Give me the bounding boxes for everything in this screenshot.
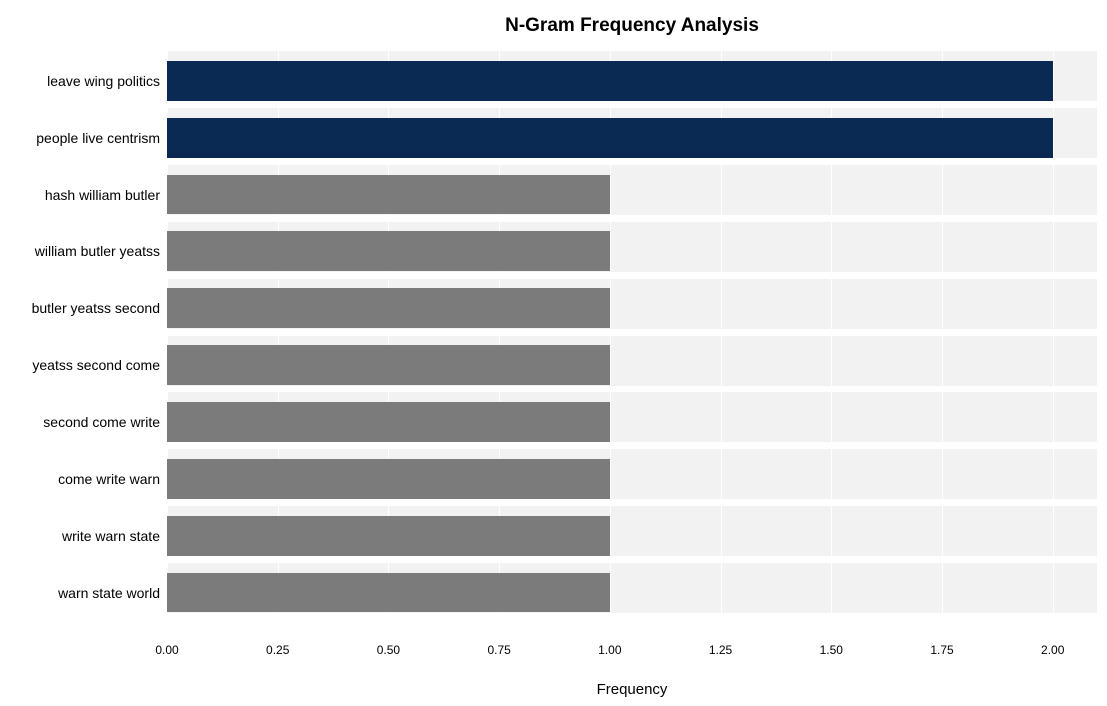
x-axis-tick-label: 1.00 (590, 643, 630, 657)
y-axis-label: people live centrism (0, 131, 160, 145)
x-axis-tick-label: 0.00 (147, 643, 187, 657)
x-axis-tick-label: 0.75 (479, 643, 519, 657)
x-axis-tick-label: 1.50 (811, 643, 851, 657)
bar (167, 118, 1053, 158)
bar (167, 61, 1053, 101)
y-axis-label: leave wing politics (0, 74, 160, 88)
y-axis-label: butler yeatss second (0, 301, 160, 315)
x-axis-tick-label: 0.50 (368, 643, 408, 657)
y-axis-label: second come write (0, 415, 160, 429)
y-axis-label: hash william butler (0, 188, 160, 202)
gridline (1053, 41, 1054, 638)
bar (167, 573, 610, 613)
bar (167, 459, 610, 499)
y-axis-label: come write warn (0, 472, 160, 486)
x-axis-tick-label: 1.25 (701, 643, 741, 657)
y-axis-label: write warn state (0, 529, 160, 543)
plot-area (167, 41, 1097, 638)
x-axis-tick-label: 1.75 (922, 643, 962, 657)
y-axis-label: yeatss second come (0, 358, 160, 372)
x-axis-tick-label: 0.25 (258, 643, 298, 657)
bar (167, 175, 610, 215)
bar (167, 345, 610, 385)
x-axis-title: Frequency (167, 681, 1097, 698)
bar (167, 231, 610, 271)
bar (167, 516, 610, 556)
ngram-chart: N-Gram Frequency Analysis Frequency leav… (0, 5, 1107, 706)
chart-title: N-Gram Frequency Analysis (167, 15, 1097, 37)
bar (167, 402, 610, 442)
y-axis-label: warn state world (0, 586, 160, 600)
y-axis-label: william butler yeatss (0, 244, 160, 258)
x-axis-tick-label: 2.00 (1033, 643, 1073, 657)
bar (167, 288, 610, 328)
